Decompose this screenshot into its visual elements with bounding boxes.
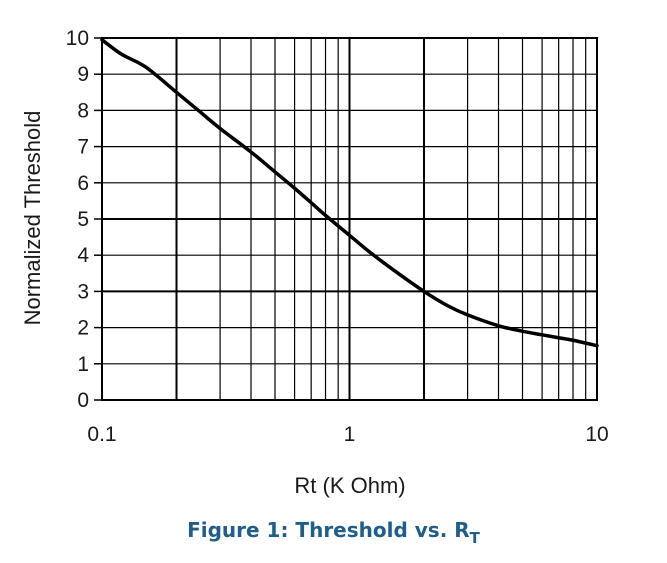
y-tick-label: 6 [77, 172, 89, 195]
figure-caption-text: Figure 1: Threshold vs. R [187, 518, 470, 542]
x-tick-label: 10 [585, 423, 608, 446]
x-axis-label: Rt (K Ohm) [294, 473, 405, 498]
y-axis-label: Normalized Threshold [20, 111, 45, 326]
grid [101, 37, 598, 401]
figure-caption: Figure 1: Threshold vs. RT [0, 518, 667, 547]
threshold-chart: 0 1 2 3 4 5 6 7 8 9 10 0.1 1 10 Rt (K Ohm) Normalize… [20, 27, 609, 498]
series-layer [100, 38, 599, 348]
x-tick-label: 0.1 [87, 423, 116, 446]
x-tick-labels: 0.1 1 10 [87, 423, 608, 446]
y-tick-labels: 0 1 2 3 4 5 6 7 8 9 10 [66, 27, 102, 412]
x-tick-label: 1 [344, 423, 356, 446]
series-line [100, 38, 599, 348]
y-tick-label: 7 [77, 136, 89, 159]
y-tick-label: 4 [77, 244, 89, 267]
y-tick-label: 9 [77, 63, 89, 86]
y-tick-label: 2 [77, 317, 89, 340]
figure-caption-subscript: T [469, 529, 480, 547]
y-tick-label: 3 [77, 280, 89, 303]
y-tick-label: 0 [77, 389, 89, 412]
y-tick-label: 5 [77, 208, 89, 231]
y-tick-label: 10 [66, 27, 89, 50]
y-tick-label: 1 [77, 353, 89, 376]
y-tick-label: 8 [77, 99, 89, 122]
